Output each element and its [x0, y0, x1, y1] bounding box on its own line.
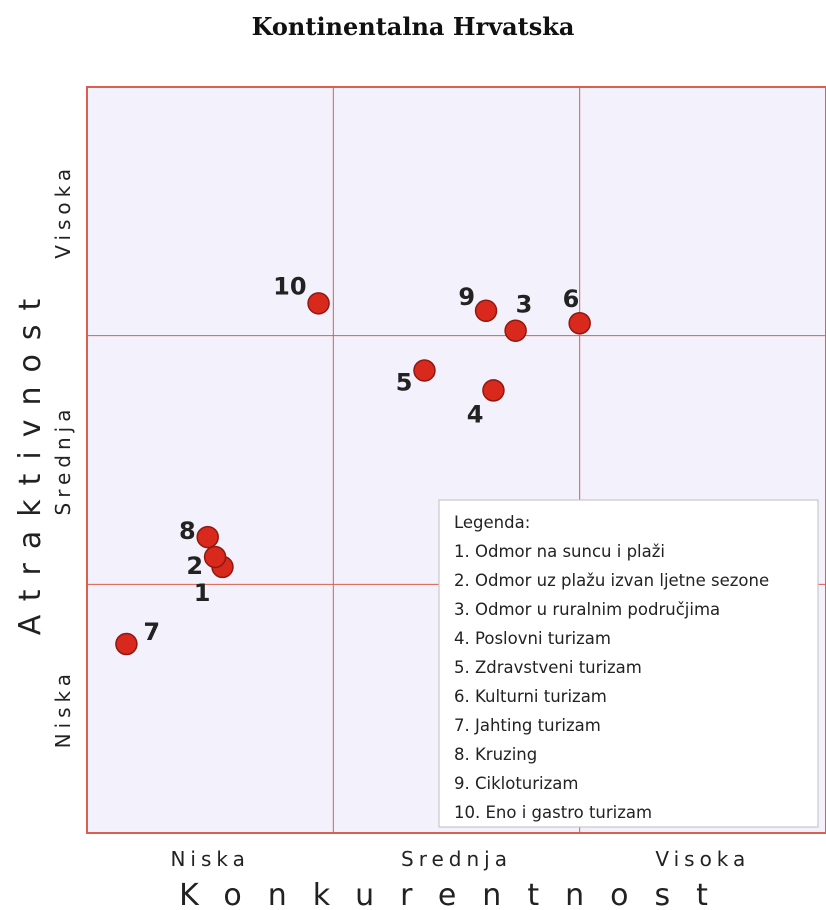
y-tick-label: Niska	[51, 669, 75, 748]
data-point-label: 4	[467, 400, 484, 428]
data-point-label: 8	[179, 517, 196, 545]
legend-item: 10. Eno i gastro turizam	[454, 803, 652, 822]
legend-item: 8. Kruzing	[454, 745, 537, 764]
x-tick-label: Niska	[170, 847, 249, 871]
data-point	[482, 379, 505, 402]
data-point	[203, 545, 227, 569]
legend-title: Legenda:	[454, 513, 530, 532]
data-point	[196, 525, 219, 549]
data-point	[474, 299, 498, 323]
y-tick-label: Visoka	[51, 164, 75, 259]
legend-item: 4. Poslovni turizam	[454, 629, 611, 648]
data-point	[115, 632, 138, 656]
data-point-label: 5	[396, 368, 413, 396]
x-tick-label: Srednja	[401, 847, 512, 871]
axis-labels: Niska Srednja Visoka Niska Srednja Visoka Konk…	[13, 164, 750, 910]
legend-item: 6. Kulturni turizam	[454, 687, 607, 706]
y-tick-label: Srednja	[51, 405, 75, 516]
chart-title: Kontinentalna Hrvatska	[251, 12, 575, 41]
y-axis-title: Atraktivnost	[13, 285, 48, 635]
data-point-label: 1	[194, 579, 211, 607]
legend-item: 2. Odmor uz plažu izvan ljetne sezone	[454, 571, 769, 590]
legend-item: 1. Odmor na suncu i plaži	[454, 542, 665, 561]
data-point-label: 2	[186, 552, 203, 580]
x-tick-label: Visoka	[655, 847, 750, 871]
legend-box	[438, 499, 819, 828]
data-point	[504, 319, 527, 342]
legend-item: 7. Jahting turizam	[454, 716, 601, 735]
data-point-label: 10	[273, 272, 306, 300]
legend-item: 3. Odmor u ruralnim područjima	[454, 600, 720, 619]
data-point-label: 3	[516, 291, 533, 319]
legend: Legenda: 1. Odmor na suncu i plaži 2. Odmo…	[438, 499, 819, 828]
data-point	[307, 292, 330, 315]
data-point	[413, 359, 436, 382]
data-point-label: 9	[458, 283, 475, 311]
legend-item: 9. Cikloturizam	[454, 774, 578, 793]
data-points: 12 3 4 5 6 7 8 9 10	[115, 272, 591, 656]
x-axis-title: Konkurentnost	[179, 878, 734, 910]
data-point	[568, 311, 591, 335]
data-point-label: 7	[143, 618, 160, 646]
legend-item: 5. Zdravstveni turizam	[454, 658, 642, 677]
data-point-label: 6	[563, 285, 580, 313]
